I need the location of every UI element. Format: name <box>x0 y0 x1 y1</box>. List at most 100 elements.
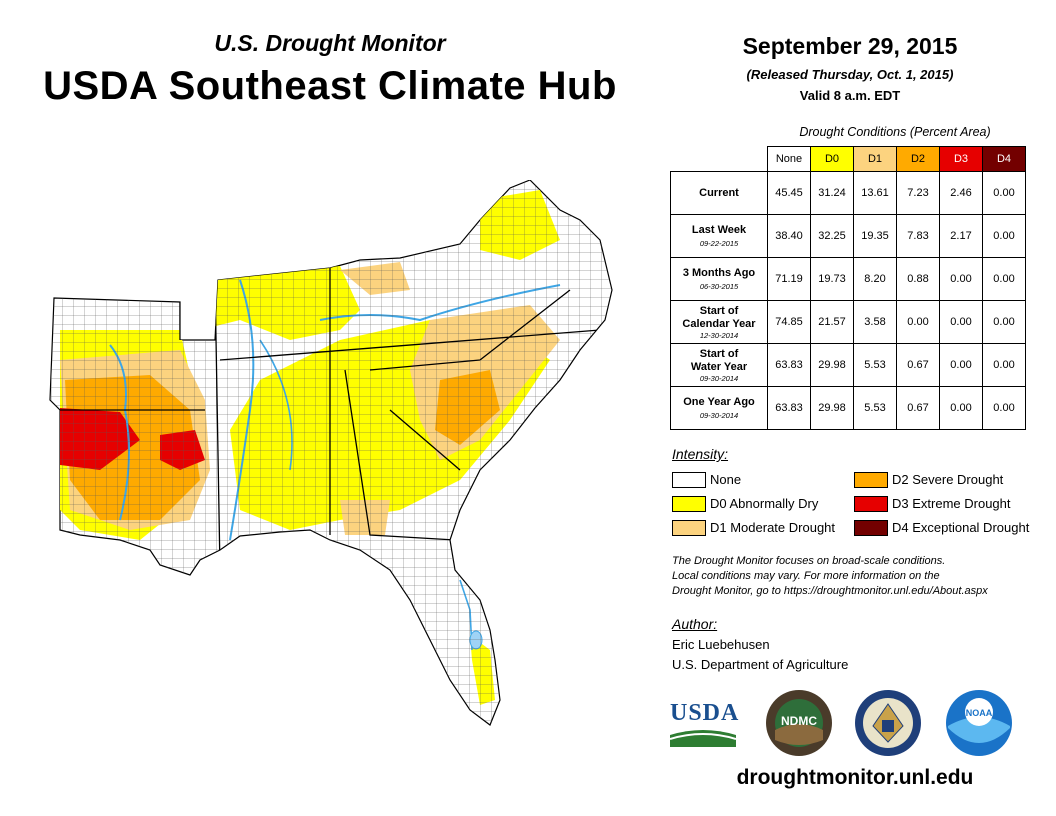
col-d0: D0 <box>810 146 854 172</box>
cell-d4: 0.00 <box>982 171 1026 215</box>
table-caption: Drought Conditions (Percent Area) <box>799 125 991 139</box>
cell-d1: 19.35 <box>853 214 897 258</box>
ndmc-logo: NDMC <box>766 690 832 756</box>
cell-d4: 0.00 <box>982 386 1026 430</box>
table-row: 3 Months Ago 06-30-2015 71.19 19.73 8.20 … <box>670 257 1026 301</box>
row-date: 09-30-2014 <box>699 411 739 420</box>
row-date: 09-22-2015 <box>699 239 739 248</box>
col-d4: D4 <box>982 146 1026 172</box>
cell-d4: 0.00 <box>982 257 1026 301</box>
state-boundaries <box>60 268 601 571</box>
table-row: Last Week 09-22-2015 38.40 32.25 19.35 7.… <box>670 214 1026 258</box>
legend-swatch-d2 <box>854 472 888 488</box>
release-date: (Released Thursday, Oct. 1, 2015) <box>746 67 954 82</box>
doc-seal-logo <box>855 690 921 756</box>
map-date: September 29, 2015 <box>742 33 958 59</box>
table-row: One Year Ago 09-30-2014 63.83 29.98 5.53 … <box>670 386 1026 430</box>
drought-map <box>49 180 613 726</box>
cell-d4: 0.00 <box>982 214 1026 258</box>
cell-d2: 0.00 <box>896 300 940 344</box>
col-none: None <box>767 146 811 172</box>
map-title: USDA Southeast Climate Hub <box>43 64 617 108</box>
legend-swatch-d4 <box>854 520 888 536</box>
author-org: U.S. Department of Agriculture <box>672 657 849 672</box>
row-label: 3 Months Ago <box>682 267 756 279</box>
cell-d0: 21.57 <box>810 300 854 344</box>
legend-label-d2: D2 Severe Drought <box>892 472 1004 487</box>
table-row: Current 45.45 31.24 13.61 7.23 2.46 0.00 <box>670 171 1026 215</box>
row-label: Start of <box>699 304 739 317</box>
col-d3: D3 <box>939 146 983 172</box>
cell-d2: 0.67 <box>896 343 940 387</box>
row-date: 12-30-2014 <box>699 330 739 340</box>
cell-d1: 3.58 <box>853 300 897 344</box>
cell-d3: 2.17 <box>939 214 983 258</box>
legend-swatch-d0 <box>672 496 706 512</box>
author-name: Eric Luebehusen <box>672 637 770 652</box>
note-line-3: Drought Monitor, go to https://droughtmo… <box>672 585 988 597</box>
cell-d1: 5.53 <box>853 386 897 430</box>
cell-d1: 8.20 <box>853 257 897 301</box>
map-subtitle: U.S. Drought Monitor <box>214 30 446 56</box>
info-note: The Drought Monitor focuses on broad-sca… <box>672 554 1042 599</box>
noaa-logo-text: NOAA <box>966 708 993 718</box>
row-label: Last Week <box>691 224 747 236</box>
table-row: Start of Water Year 09-30-2014 63.83 29.98… <box>670 343 1026 387</box>
cell-d3: 0.00 <box>939 386 983 430</box>
col-d2: D2 <box>896 146 940 172</box>
legend-swatch-d3 <box>854 496 888 512</box>
legend-heading: Intensity: <box>672 446 729 462</box>
valid-time: Valid 8 a.m. EDT <box>799 88 901 103</box>
row-label-2: Water Year <box>690 360 748 373</box>
legend-label-d4: D4 Exceptional Drought <box>892 520 1030 535</box>
cell-none: 71.19 <box>767 257 811 301</box>
cell-none: 63.83 <box>767 386 811 430</box>
legend-swatch-none <box>672 472 706 488</box>
row-label: One Year Ago <box>683 396 755 408</box>
cell-none: 63.83 <box>767 343 811 387</box>
cell-d4: 0.00 <box>982 300 1026 344</box>
row-date: 06-30-2015 <box>699 282 739 291</box>
col-d1: D1 <box>853 146 897 172</box>
note-line-2: Local conditions may vary. For more info… <box>672 570 940 582</box>
cell-d3: 0.00 <box>939 343 983 387</box>
cell-d2: 7.23 <box>896 171 940 215</box>
legend-label-d0: D0 Abnormally Dry <box>710 496 819 511</box>
cell-d0: 32.25 <box>810 214 854 258</box>
cell-d0: 29.98 <box>810 343 854 387</box>
row-label-2: Calendar Year <box>682 317 756 330</box>
cell-d2: 0.88 <box>896 257 940 301</box>
cell-d1: 13.61 <box>853 171 897 215</box>
row-date: 09-30-2014 <box>699 373 739 383</box>
row-label: Start of <box>699 347 739 360</box>
author-heading: Author: <box>672 616 718 632</box>
cell-d0: 19.73 <box>810 257 854 301</box>
cell-d3: 2.46 <box>939 171 983 215</box>
usda-logo-hills <box>669 730 737 747</box>
cell-d3: 0.00 <box>939 257 983 301</box>
cell-d0: 29.98 <box>810 386 854 430</box>
usda-logo-text: USDA <box>670 700 740 726</box>
cell-d0: 31.24 <box>810 171 854 215</box>
row-label: Current <box>699 186 739 199</box>
cell-d3: 0.00 <box>939 300 983 344</box>
legend-label-none: None <box>710 472 742 487</box>
cell-none: 45.45 <box>767 171 811 215</box>
website-link[interactable]: droughtmonitor.unl.edu <box>736 766 974 789</box>
table-corner <box>671 147 768 172</box>
ndmc-logo-text: NDMC <box>781 714 817 728</box>
noaa-logo: NOAA <box>946 690 1012 756</box>
cell-none: 74.85 <box>767 300 811 344</box>
note-line-1: The Drought Monitor focuses on broad-sca… <box>672 555 946 567</box>
legend-label-d1: D1 Moderate Drought <box>710 520 836 535</box>
legend-swatch-d1 <box>672 520 706 536</box>
drought-conditions-table: None D0 D1 D2 D3 D4 Current 45.45 31.24 … <box>670 146 1026 430</box>
cell-none: 38.40 <box>767 214 811 258</box>
cell-d2: 0.67 <box>896 386 940 430</box>
cell-d2: 7.83 <box>896 214 940 258</box>
cell-d1: 5.53 <box>853 343 897 387</box>
legend-label-d3: D3 Extreme Drought <box>892 496 1011 511</box>
usda-logo: USDA <box>669 700 740 748</box>
table-row: Start of Calendar Year 12-30-2014 74.85 21… <box>670 300 1026 344</box>
cell-d4: 0.00 <box>982 343 1026 387</box>
